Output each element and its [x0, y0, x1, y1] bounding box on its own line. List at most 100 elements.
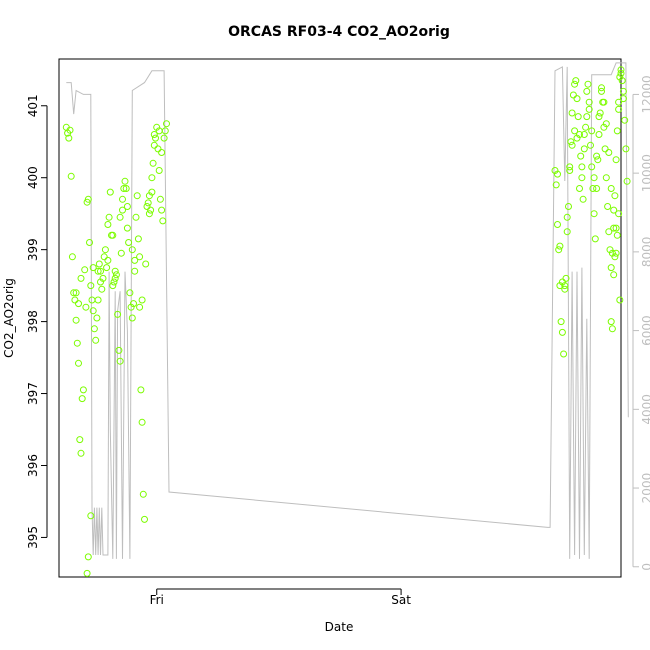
- data-point: [114, 310, 122, 318]
- data-point: [612, 249, 620, 257]
- data-point: [590, 174, 598, 182]
- data-point: [123, 203, 131, 210]
- data-point: [154, 145, 162, 153]
- data-point: [606, 246, 614, 254]
- data-point: [145, 192, 153, 200]
- data-point: [578, 163, 586, 171]
- data-point: [613, 231, 621, 239]
- data-point: [141, 515, 148, 523]
- data-point: [143, 203, 151, 210]
- data-point: [573, 95, 581, 103]
- data-point: [126, 289, 134, 297]
- data-point: [619, 95, 627, 103]
- x-tick-label: Fri: [150, 593, 164, 607]
- data-point: [594, 156, 602, 164]
- data-point: [94, 296, 102, 304]
- data-point: [582, 123, 590, 131]
- data-point: [138, 418, 146, 426]
- data-point: [137, 386, 145, 394]
- data-point: [116, 213, 124, 221]
- data-point: [615, 105, 623, 113]
- data-point: [122, 185, 130, 192]
- data-point: [136, 303, 144, 311]
- data-point: [87, 512, 95, 520]
- data-point: [554, 170, 561, 178]
- data-point: [600, 98, 608, 106]
- data-point: [111, 274, 119, 282]
- data-point: [555, 246, 563, 254]
- data-point: [584, 80, 592, 88]
- data-point: [590, 210, 598, 218]
- data-point: [144, 199, 152, 207]
- data-point: [566, 163, 574, 171]
- y-tick-label-left: 401: [26, 94, 40, 117]
- data-point: [565, 203, 572, 210]
- data-point: [73, 339, 81, 347]
- data-point: [88, 296, 96, 304]
- data-point: [110, 278, 118, 286]
- data-point: [602, 174, 610, 182]
- data-point: [591, 235, 599, 243]
- data-point: [600, 123, 608, 131]
- data-point: [148, 174, 156, 182]
- line-series: [66, 62, 629, 559]
- data-point: [616, 73, 624, 81]
- data-point: [572, 77, 580, 85]
- data-point: [120, 185, 128, 192]
- data-point: [623, 177, 631, 185]
- data-point: [79, 386, 87, 394]
- data-point: [70, 289, 78, 297]
- data-point: [604, 203, 612, 210]
- data-point: [76, 436, 84, 444]
- data-point: [563, 213, 571, 221]
- data-point: [128, 246, 136, 254]
- data-point: [90, 325, 98, 333]
- data-point: [574, 113, 582, 121]
- data-point: [583, 87, 591, 95]
- data-point: [561, 285, 569, 293]
- data-point: [595, 131, 603, 138]
- chart-title: ORCAS RF03-4 CO2_AO2orig: [228, 24, 450, 40]
- data-point: [616, 296, 624, 304]
- data-point: [612, 156, 620, 164]
- data-point: [585, 98, 593, 106]
- data-point: [104, 221, 112, 228]
- data-point: [558, 278, 566, 286]
- data-point: [123, 224, 131, 232]
- data-point: [75, 300, 82, 308]
- data-point: [65, 134, 73, 142]
- data-point: [131, 256, 139, 264]
- data-point: [611, 253, 619, 261]
- data-point: [119, 195, 126, 203]
- data-point: [125, 239, 133, 246]
- data-point: [98, 285, 106, 293]
- data-point: [132, 213, 140, 221]
- data-point: [605, 228, 613, 236]
- data-point: [618, 77, 626, 85]
- data-point: [117, 249, 125, 257]
- data-point: [149, 159, 157, 167]
- data-point: [567, 138, 575, 146]
- data-point: [93, 314, 101, 322]
- data-point: [83, 569, 91, 577]
- data-point: [138, 296, 146, 304]
- y-tick-label-left: 397: [26, 382, 40, 405]
- data-point: [615, 98, 623, 106]
- data-point: [611, 192, 619, 200]
- data-point: [585, 105, 593, 113]
- data-point: [82, 303, 90, 311]
- data-point: [608, 325, 616, 333]
- data-point: [563, 228, 571, 236]
- data-point: [68, 253, 76, 261]
- series-line: [66, 62, 629, 559]
- data-point: [152, 134, 159, 142]
- data-point: [617, 69, 625, 77]
- data-point: [607, 264, 615, 272]
- data-point: [580, 131, 588, 138]
- data-point: [573, 134, 581, 142]
- data-point: [155, 167, 163, 174]
- data-point: [587, 141, 594, 149]
- data-point: [131, 267, 139, 275]
- data-point: [607, 185, 615, 192]
